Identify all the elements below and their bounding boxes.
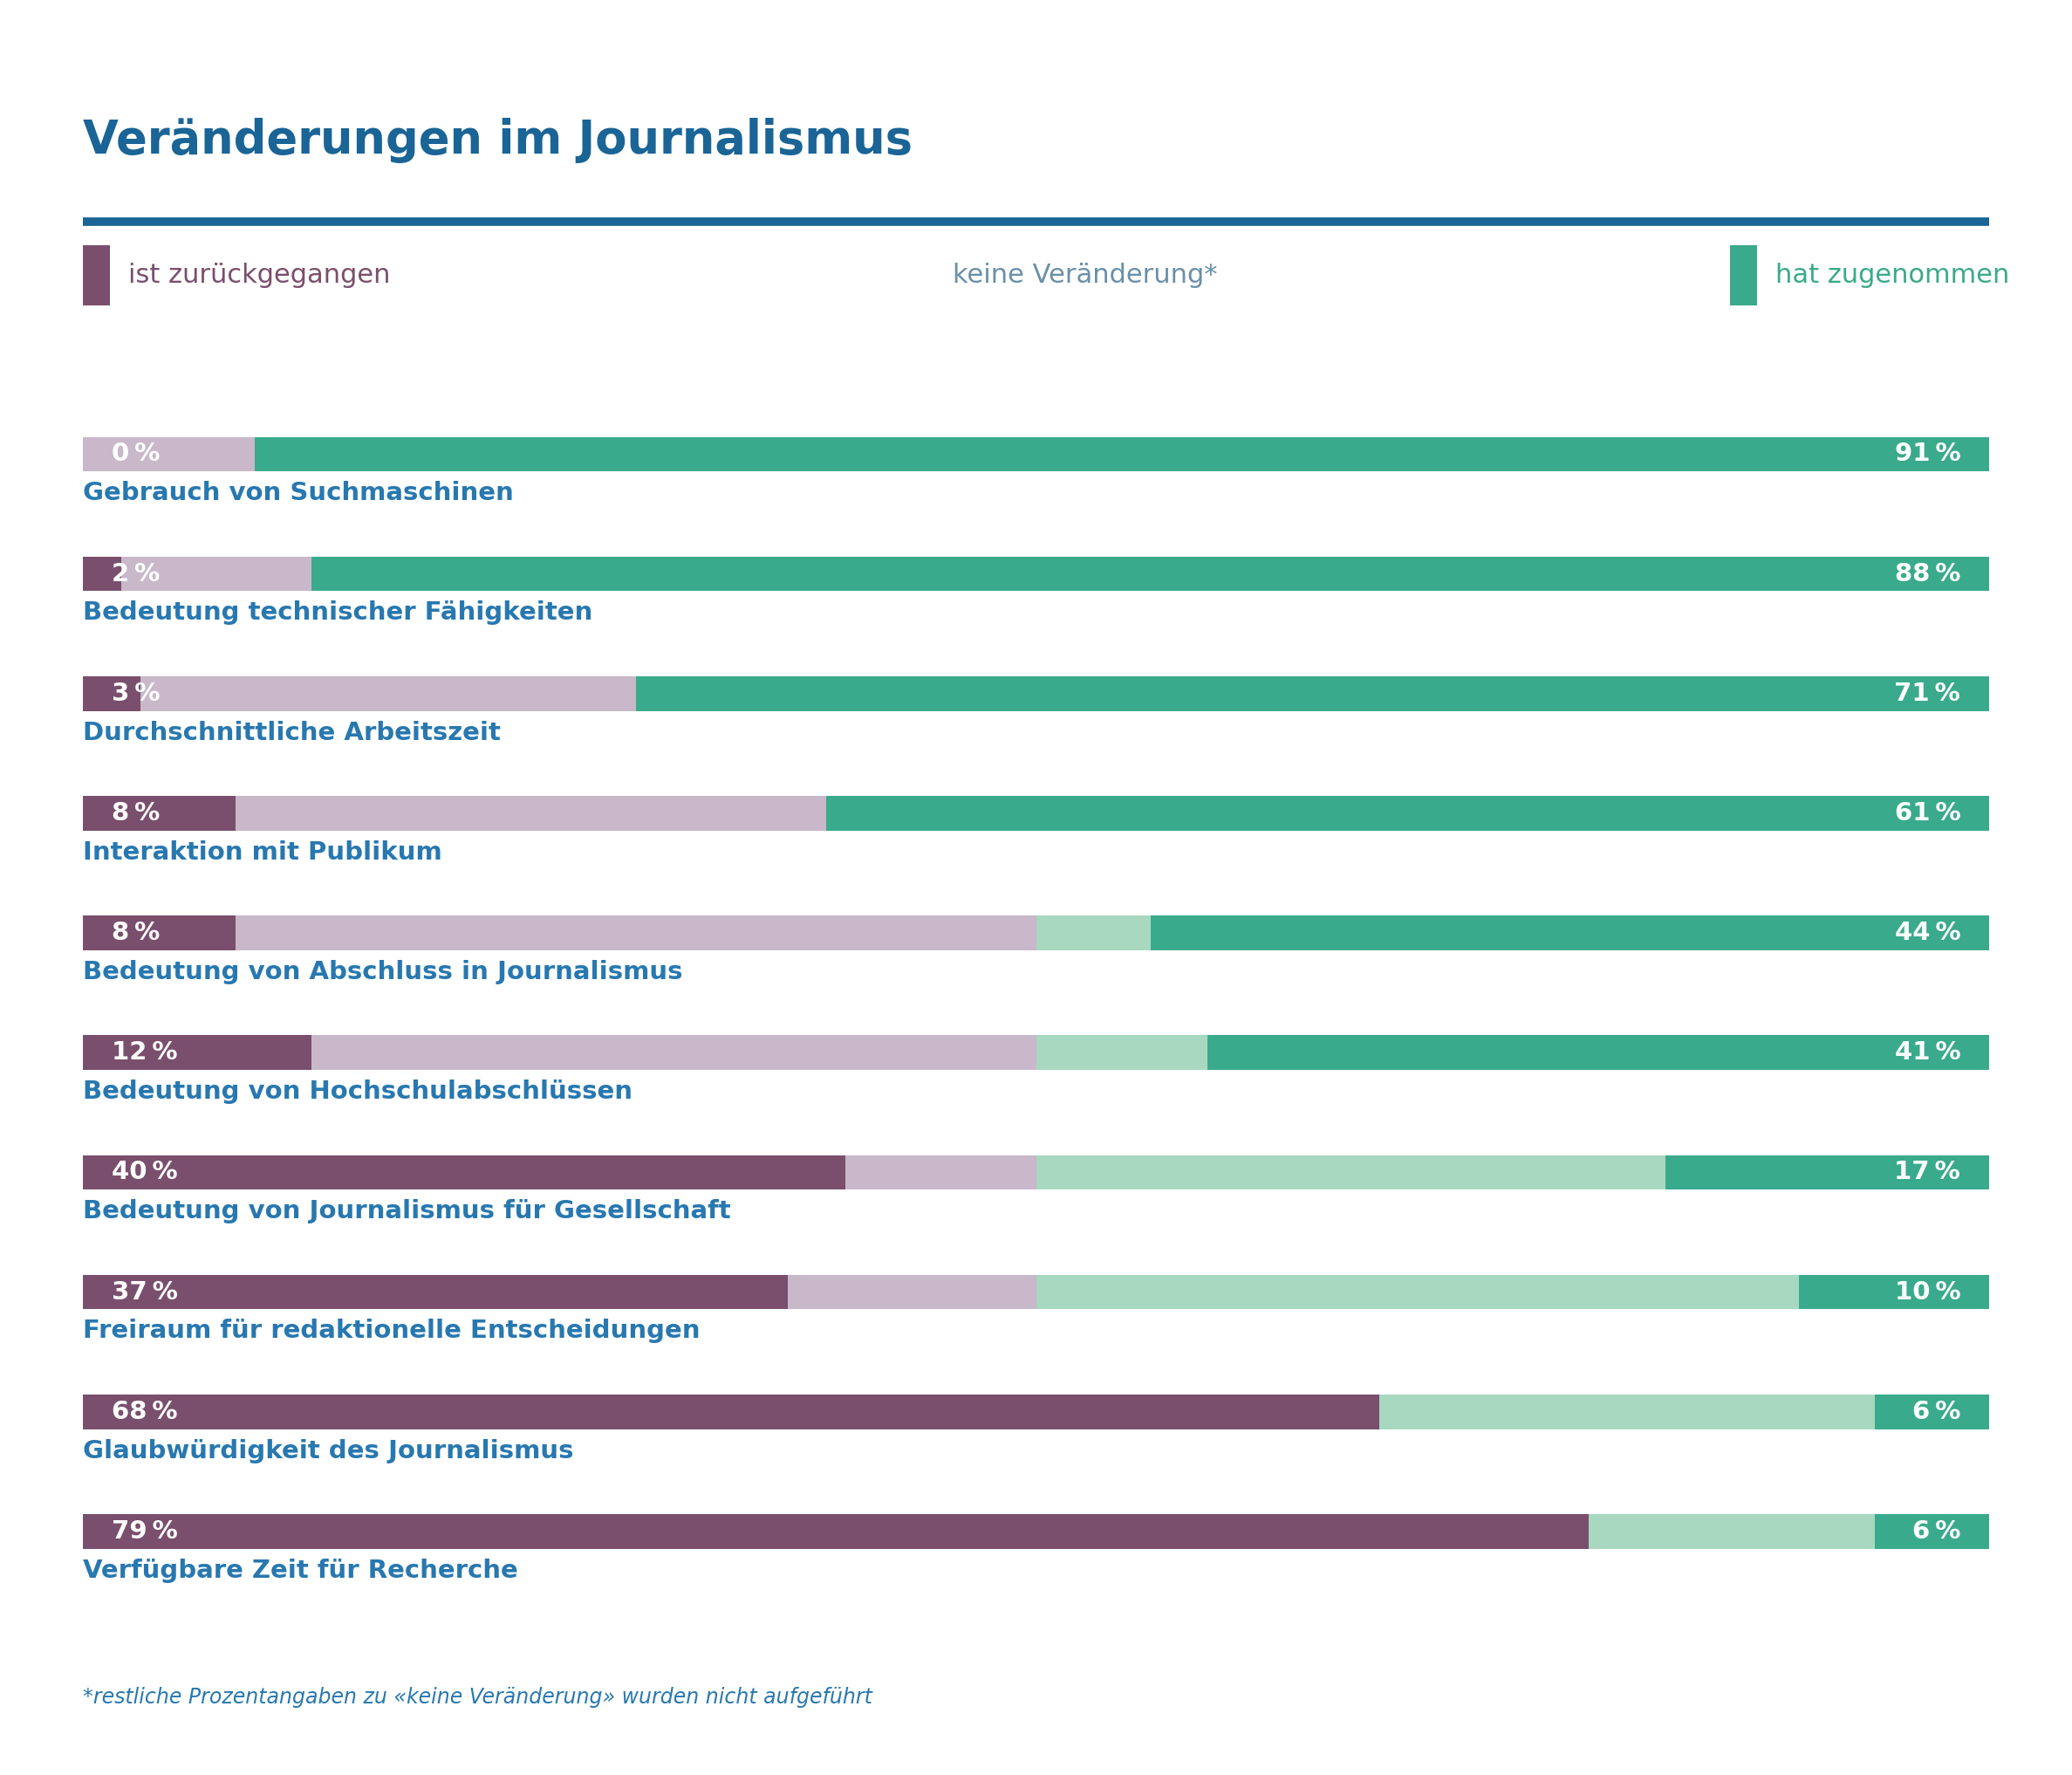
Text: 79 %: 79 %	[112, 1519, 178, 1544]
Text: 40 %: 40 %	[112, 1161, 178, 1184]
Text: Bedeutung technischer Fähigkeiten: Bedeutung technischer Fähigkeiten	[83, 600, 593, 625]
Text: Veränderungen im Journalismus: Veränderungen im Journalismus	[83, 117, 912, 163]
Bar	[1798, 1274, 1989, 1310]
Text: Bedeutung von Abschluss in Journalismus: Bedeutung von Abschluss in Journalismus	[83, 960, 682, 985]
Text: 37 %: 37 %	[112, 1280, 178, 1305]
Bar	[83, 676, 141, 712]
Text: Bedeutung von Hochschulabschlüssen: Bedeutung von Hochschulabschlüssen	[83, 1079, 632, 1104]
Text: 17 %: 17 %	[1894, 1161, 1960, 1184]
Text: 0 %: 0 %	[112, 442, 160, 467]
Text: Gebrauch von Suchmaschinen: Gebrauch von Suchmaschinen	[83, 481, 514, 506]
Bar	[83, 1395, 1380, 1429]
Bar	[311, 557, 1989, 591]
Bar	[83, 916, 236, 950]
Text: 3 %: 3 %	[112, 682, 160, 706]
Bar	[83, 1274, 787, 1310]
Bar	[83, 437, 1036, 472]
Bar	[636, 676, 1989, 712]
Bar	[1150, 916, 1989, 950]
Text: Bedeutung von Journalismus für Gesellschaft: Bedeutung von Journalismus für Gesellsch…	[83, 1200, 731, 1223]
Text: 91 %: 91 %	[1894, 442, 1960, 467]
Text: 44 %: 44 %	[1894, 921, 1960, 944]
Bar	[827, 795, 1989, 831]
Bar	[236, 795, 1036, 831]
Bar	[141, 676, 1036, 712]
Text: 71 %: 71 %	[1894, 682, 1960, 706]
Text: Durchschnittliche Arbeitszeit: Durchschnittliche Arbeitszeit	[83, 721, 501, 746]
Bar	[787, 1274, 1036, 1310]
Text: 41 %: 41 %	[1894, 1040, 1960, 1065]
Text: Interaktion mit Publikum: Interaktion mit Publikum	[83, 840, 441, 864]
Bar	[311, 1035, 1036, 1070]
Text: 2 %: 2 %	[112, 561, 160, 586]
Bar	[83, 1156, 845, 1189]
Text: hat zugenommen: hat zugenommen	[1776, 263, 2010, 288]
Text: 61 %: 61 %	[1894, 801, 1960, 825]
Bar	[1666, 1156, 1989, 1189]
Bar	[845, 1156, 1036, 1189]
Text: keine Veränderung*: keine Veränderung*	[953, 263, 1218, 288]
Text: 68 %: 68 %	[112, 1399, 178, 1424]
Bar	[1036, 1395, 1875, 1429]
Bar	[1036, 1035, 1208, 1070]
Bar	[120, 557, 1036, 591]
Bar	[83, 557, 120, 591]
Bar	[1036, 1156, 1666, 1189]
Text: 12 %: 12 %	[112, 1040, 178, 1065]
Text: Glaubwürdigkeit des Journalismus: Glaubwürdigkeit des Journalismus	[83, 1440, 574, 1463]
Text: ist zurückgegangen: ist zurückgegangen	[128, 263, 392, 288]
Text: *restliche Prozentangaben zu «keine Veränderung» wurden nicht aufgeführt: *restliche Prozentangaben zu «keine Verä…	[83, 1686, 872, 1708]
Text: 10 %: 10 %	[1894, 1280, 1960, 1305]
Bar	[1036, 1274, 1798, 1310]
Bar	[1875, 1514, 1989, 1550]
Bar	[255, 437, 1989, 472]
Text: 88 %: 88 %	[1894, 561, 1960, 586]
Bar	[1875, 1395, 1989, 1429]
Bar	[83, 795, 236, 831]
Bar	[83, 1035, 311, 1070]
Text: 8 %: 8 %	[112, 921, 160, 944]
Bar	[1208, 1035, 1989, 1070]
Text: Freiraum für redaktionelle Entscheidungen: Freiraum für redaktionelle Entscheidunge…	[83, 1319, 700, 1344]
Bar	[236, 916, 1036, 950]
Text: 8 %: 8 %	[112, 801, 160, 825]
Text: 6 %: 6 %	[1912, 1519, 1960, 1544]
Text: 6 %: 6 %	[1912, 1399, 1960, 1424]
Bar	[1036, 1514, 1875, 1550]
Text: Verfügbare Zeit für Recherche: Verfügbare Zeit für Recherche	[83, 1558, 518, 1583]
Bar	[83, 1514, 1589, 1550]
Bar	[1036, 916, 1150, 950]
